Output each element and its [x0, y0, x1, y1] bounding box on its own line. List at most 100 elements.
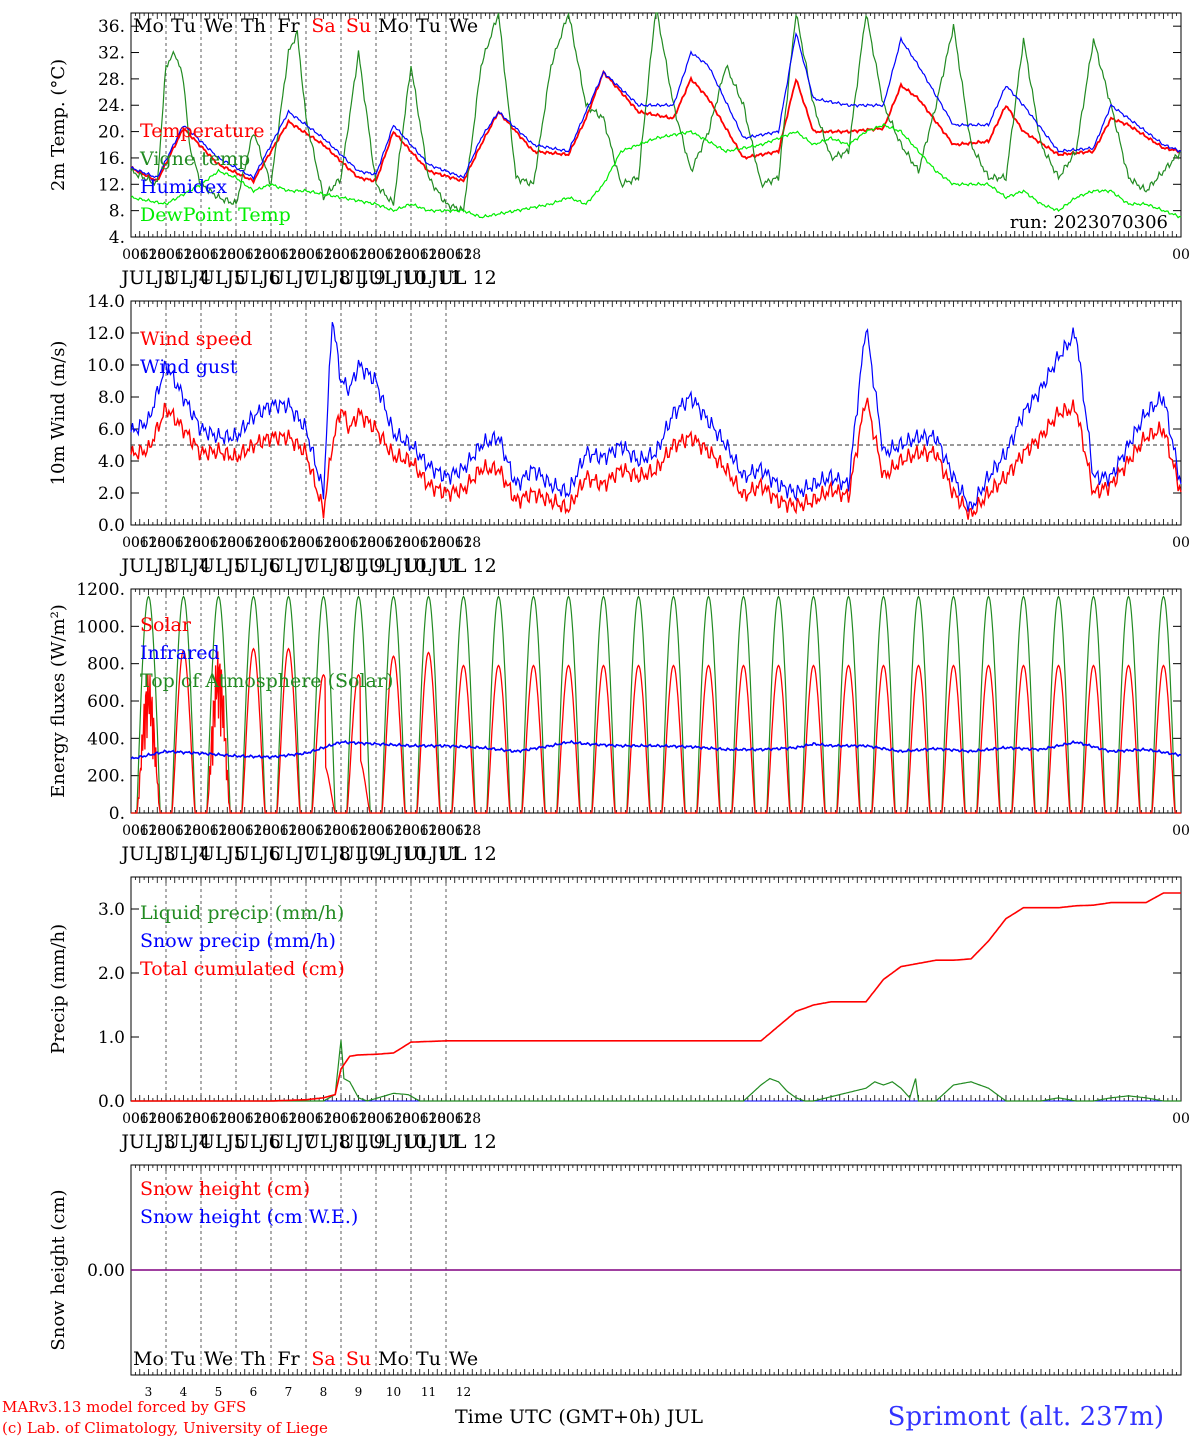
weekday-label-bottom: Fr — [277, 1348, 300, 1370]
hour-label: 18 — [253, 535, 271, 551]
series-line-temperature — [130, 69, 1182, 185]
date-label: JUL 11 — [393, 843, 461, 865]
date-label: JUL 9 — [329, 555, 385, 577]
date-label: JUL 3 — [119, 1131, 175, 1153]
legend-entry: Vigne temp — [139, 148, 250, 170]
date-label: JUL 12 — [428, 1131, 496, 1153]
hour-label: 12 — [350, 1111, 368, 1127]
legend-entry: Snow height (cm W.E.) — [140, 1206, 358, 1228]
series-line-vigne-temp — [130, 12, 1182, 213]
hour-label: 18 — [358, 823, 376, 839]
weekday-label: Th — [241, 15, 266, 37]
y-tick-label: 10.0 — [87, 356, 125, 376]
hour-label: 06 — [446, 823, 464, 839]
hour-label: 00 — [192, 535, 210, 551]
hour-label: 00 — [227, 823, 245, 839]
legend-entry: DewPoint Temp — [140, 204, 291, 226]
hour-label: 18 — [148, 823, 166, 839]
hour-label: 06 — [446, 247, 464, 263]
hour-label: 18 — [358, 247, 376, 263]
legend-entry: Wind gust — [140, 356, 238, 378]
hour-label: 18 — [393, 535, 411, 551]
y-tick-label: 2.0 — [98, 484, 125, 504]
y-tick-label: 32. — [98, 44, 125, 64]
hour-label: 06 — [446, 535, 464, 551]
hour-label: 12 — [420, 535, 438, 551]
day-number: 10 — [386, 1385, 401, 1399]
date-label: JUL 8 — [294, 1131, 350, 1153]
hour-label: 00 — [402, 247, 420, 263]
date-label: JUL 7 — [259, 555, 315, 577]
y-tick-label: 4. — [109, 228, 125, 248]
hour-label: 06 — [201, 535, 219, 551]
legend-entry: Infrared — [140, 642, 220, 664]
series-line-humidex — [130, 32, 1182, 181]
legend-entry: Snow height (cm) — [140, 1178, 310, 1200]
hour-label: 00 — [402, 823, 420, 839]
hour-label: 00 — [262, 823, 280, 839]
hour-label: 06 — [446, 1111, 464, 1127]
hour-label: 12 — [280, 1111, 298, 1127]
hour-label: 00 — [437, 1111, 455, 1127]
hour-label: 06 — [236, 247, 254, 263]
weekday-label: We — [204, 15, 233, 37]
date-label: JUL 11 — [393, 555, 461, 577]
y-axis-label: 2m Temp. (°C) — [48, 59, 69, 191]
series-line-solar — [131, 647, 1181, 814]
date-label: JUL 10 — [358, 267, 426, 289]
hour-label: 06 — [341, 247, 359, 263]
legend-entry: Humidex — [140, 176, 227, 198]
day-number: 11 — [421, 1385, 436, 1399]
hour-label: 00 — [227, 535, 245, 551]
y-tick-label: 24. — [98, 96, 125, 116]
date-label: JUL 4 — [154, 843, 210, 865]
hour-label: 00 — [122, 535, 140, 551]
y-tick-label: 14.0 — [87, 292, 125, 312]
hour-label: 12 — [315, 823, 333, 839]
hour-label: 12 — [210, 1111, 228, 1127]
model-credit: MARv3.13 model forced by GFS — [2, 1398, 247, 1416]
y-tick-label: 12.0 — [87, 324, 125, 344]
hour-label: 18 — [323, 535, 341, 551]
y-tick-label: 36. — [98, 17, 125, 37]
hour-label: 06 — [201, 823, 219, 839]
hour-label: 18 — [428, 535, 446, 551]
hour-label: 06 — [236, 1111, 254, 1127]
y-tick-label: 0. — [109, 804, 125, 824]
hour-label: 00 — [122, 823, 140, 839]
hour-label: 00 — [122, 1111, 140, 1127]
hour-label: 00 — [332, 247, 350, 263]
hour-label: 18 — [323, 247, 341, 263]
hour-label: 18 — [288, 1111, 306, 1127]
y-tick-label: 400. — [87, 729, 125, 749]
hour-label: 12 — [385, 823, 403, 839]
hour-label: 12 — [175, 535, 193, 551]
legend-entry: Solar — [140, 614, 192, 636]
hour-label: 12 — [140, 535, 158, 551]
hour-label: 18 — [218, 1111, 236, 1127]
hour-label: 00 — [227, 1111, 245, 1127]
hour-label: 18 — [148, 1111, 166, 1127]
hour-label: 18 — [183, 535, 201, 551]
date-label: JUL 3 — [119, 843, 175, 865]
hour-label: 12 — [245, 535, 263, 551]
date-label: JUL 8 — [294, 267, 350, 289]
hour-label: 00 — [437, 823, 455, 839]
hour-label: 12 — [175, 1111, 193, 1127]
hour-label: 06 — [271, 535, 289, 551]
hour-label: 00 — [157, 823, 175, 839]
weekday-label-bottom: Mo — [133, 1348, 164, 1370]
weekday-label-bottom: Tu — [416, 1348, 441, 1370]
hour-label: 06 — [271, 823, 289, 839]
hour-label: 18 — [428, 247, 446, 263]
hour-label: 18 — [323, 823, 341, 839]
weekday-label: Su — [346, 15, 371, 37]
y-tick-label: 8. — [109, 202, 125, 222]
y-tick-label: 3.0 — [98, 900, 125, 920]
hour-label: 12 — [385, 1111, 403, 1127]
hour-label: 00 — [122, 247, 140, 263]
date-label: JUL 7 — [259, 1131, 315, 1153]
hour-label: 18 — [218, 535, 236, 551]
y-tick-label: 600. — [87, 692, 125, 712]
hour-label: 12 — [455, 535, 473, 551]
